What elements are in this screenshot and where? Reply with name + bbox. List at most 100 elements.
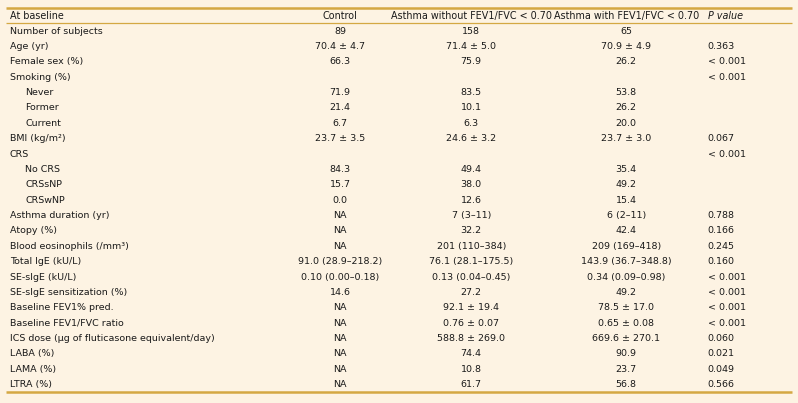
Text: Smoking (%): Smoking (%) <box>10 73 71 82</box>
Text: 0.65 ± 0.08: 0.65 ± 0.08 <box>598 319 654 328</box>
Text: NA: NA <box>334 211 347 220</box>
Text: 89: 89 <box>334 27 346 35</box>
Text: Current: Current <box>25 119 61 128</box>
Text: 71.9: 71.9 <box>330 88 350 97</box>
Text: Asthma with FEV1/FVC < 0.70: Asthma with FEV1/FVC < 0.70 <box>554 11 699 21</box>
Text: No CRS: No CRS <box>25 165 60 174</box>
Text: Age (yr): Age (yr) <box>10 42 49 51</box>
Text: 74.4: 74.4 <box>460 349 482 358</box>
Text: 32.2: 32.2 <box>460 226 482 235</box>
Text: Asthma duration (yr): Asthma duration (yr) <box>10 211 109 220</box>
Text: Control: Control <box>322 11 358 21</box>
Text: 84.3: 84.3 <box>330 165 350 174</box>
Text: SE-sIgE (kU/L): SE-sIgE (kU/L) <box>10 272 77 282</box>
Text: 10.8: 10.8 <box>460 365 482 374</box>
Text: NA: NA <box>334 365 347 374</box>
Text: Baseline FEV1% pred.: Baseline FEV1% pred. <box>10 303 113 312</box>
Text: 70.9 ± 4.9: 70.9 ± 4.9 <box>601 42 651 51</box>
Text: 21.4: 21.4 <box>330 104 350 112</box>
Text: 49.2: 49.2 <box>616 288 637 297</box>
Text: 76.1 (28.1–175.5): 76.1 (28.1–175.5) <box>429 257 513 266</box>
Text: 10.1: 10.1 <box>460 104 482 112</box>
Text: 26.2: 26.2 <box>616 104 637 112</box>
Text: BMI (kg/m²): BMI (kg/m²) <box>10 134 65 143</box>
Text: 23.7 ± 3.0: 23.7 ± 3.0 <box>601 134 651 143</box>
Text: LABA (%): LABA (%) <box>10 349 54 358</box>
Text: 588.8 ± 269.0: 588.8 ± 269.0 <box>437 334 505 343</box>
Text: 201 (110–384): 201 (110–384) <box>437 242 506 251</box>
Text: 6.3: 6.3 <box>464 119 479 128</box>
Text: 6.7: 6.7 <box>333 119 348 128</box>
Text: NA: NA <box>334 334 347 343</box>
Text: Former: Former <box>25 104 59 112</box>
Text: 6 (2–11): 6 (2–11) <box>606 211 646 220</box>
Text: 56.8: 56.8 <box>616 380 637 389</box>
Text: 15.7: 15.7 <box>330 180 350 189</box>
Text: 143.9 (36.7–348.8): 143.9 (36.7–348.8) <box>581 257 672 266</box>
Text: 27.2: 27.2 <box>460 288 482 297</box>
Text: 0.245: 0.245 <box>708 242 735 251</box>
Text: P value: P value <box>708 11 743 21</box>
Text: Female sex (%): Female sex (%) <box>10 57 83 66</box>
Text: Total IgE (kU/L): Total IgE (kU/L) <box>10 257 81 266</box>
Text: < 0.001: < 0.001 <box>708 288 745 297</box>
Text: 42.4: 42.4 <box>616 226 637 235</box>
Text: 209 (169–418): 209 (169–418) <box>591 242 661 251</box>
Text: Atopy (%): Atopy (%) <box>10 226 57 235</box>
Text: < 0.001: < 0.001 <box>708 57 745 66</box>
Text: 78.5 ± 17.0: 78.5 ± 17.0 <box>598 303 654 312</box>
Text: ICS dose (µg of fluticasone equivalent/day): ICS dose (µg of fluticasone equivalent/d… <box>10 334 215 343</box>
Text: LAMA (%): LAMA (%) <box>10 365 56 374</box>
Text: 0.363: 0.363 <box>708 42 735 51</box>
Text: 24.6 ± 3.2: 24.6 ± 3.2 <box>446 134 496 143</box>
Text: NA: NA <box>334 349 347 358</box>
Text: NA: NA <box>334 242 347 251</box>
Text: 90.9: 90.9 <box>616 349 637 358</box>
Text: < 0.001: < 0.001 <box>708 319 745 328</box>
Text: 71.4 ± 5.0: 71.4 ± 5.0 <box>446 42 496 51</box>
Text: Never: Never <box>25 88 53 97</box>
Text: 7 (3–11): 7 (3–11) <box>452 211 491 220</box>
Text: Baseline FEV1/FVC ratio: Baseline FEV1/FVC ratio <box>10 319 124 328</box>
Text: Number of subjects: Number of subjects <box>10 27 103 35</box>
Text: 75.9: 75.9 <box>460 57 482 66</box>
Text: 35.4: 35.4 <box>616 165 637 174</box>
Text: 65: 65 <box>620 27 632 35</box>
Text: NA: NA <box>334 380 347 389</box>
Text: LTRA (%): LTRA (%) <box>10 380 52 389</box>
Text: 0.76 ± 0.07: 0.76 ± 0.07 <box>443 319 500 328</box>
Text: 0.060: 0.060 <box>708 334 735 343</box>
Text: Blood eosinophils (/mm³): Blood eosinophils (/mm³) <box>10 242 128 251</box>
Text: 49.2: 49.2 <box>616 180 637 189</box>
Text: 0.067: 0.067 <box>708 134 735 143</box>
Text: CRS: CRS <box>10 150 30 158</box>
Text: < 0.001: < 0.001 <box>708 73 745 82</box>
Text: 92.1 ± 19.4: 92.1 ± 19.4 <box>443 303 500 312</box>
Text: 38.0: 38.0 <box>460 180 482 189</box>
Text: At baseline: At baseline <box>10 11 64 21</box>
Text: CRSsNP: CRSsNP <box>25 180 62 189</box>
Text: 15.4: 15.4 <box>616 196 637 205</box>
Text: 0.166: 0.166 <box>708 226 735 235</box>
Text: 14.6: 14.6 <box>330 288 350 297</box>
Text: 23.7: 23.7 <box>616 365 637 374</box>
Text: 0.13 (0.04–0.45): 0.13 (0.04–0.45) <box>432 272 511 282</box>
Text: SE-sIgE sensitization (%): SE-sIgE sensitization (%) <box>10 288 127 297</box>
Text: 12.6: 12.6 <box>460 196 482 205</box>
Text: 20.0: 20.0 <box>616 119 637 128</box>
Text: 0.788: 0.788 <box>708 211 735 220</box>
Text: < 0.001: < 0.001 <box>708 303 745 312</box>
Text: 669.6 ± 270.1: 669.6 ± 270.1 <box>592 334 660 343</box>
Text: 0.34 (0.09–0.98): 0.34 (0.09–0.98) <box>587 272 666 282</box>
Text: 66.3: 66.3 <box>330 57 350 66</box>
Text: < 0.001: < 0.001 <box>708 272 745 282</box>
Text: NA: NA <box>334 226 347 235</box>
Text: 0.566: 0.566 <box>708 380 735 389</box>
Text: NA: NA <box>334 319 347 328</box>
Text: 70.4 ± 4.7: 70.4 ± 4.7 <box>315 42 365 51</box>
Text: 158: 158 <box>462 27 480 35</box>
Text: 26.2: 26.2 <box>616 57 637 66</box>
Text: 91.0 (28.9–218.2): 91.0 (28.9–218.2) <box>298 257 382 266</box>
Text: 0.049: 0.049 <box>708 365 735 374</box>
Text: < 0.001: < 0.001 <box>708 150 745 158</box>
